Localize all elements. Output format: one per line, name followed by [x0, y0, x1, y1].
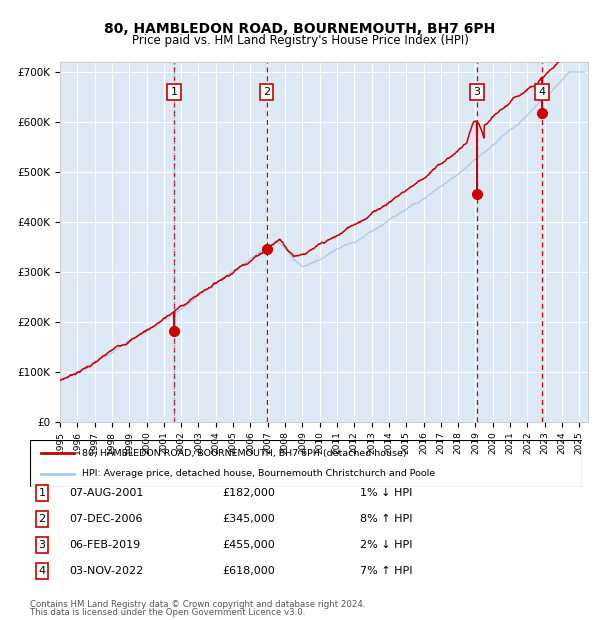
Text: £182,000: £182,000	[222, 488, 275, 498]
Text: HPI: Average price, detached house, Bournemouth Christchurch and Poole: HPI: Average price, detached house, Bour…	[82, 469, 436, 478]
Text: 8% ↑ HPI: 8% ↑ HPI	[360, 514, 413, 524]
Text: 1% ↓ HPI: 1% ↓ HPI	[360, 488, 412, 498]
Text: 4: 4	[38, 566, 46, 576]
Text: 3: 3	[38, 540, 46, 550]
Text: 80, HAMBLEDON ROAD, BOURNEMOUTH, BH7 6PH: 80, HAMBLEDON ROAD, BOURNEMOUTH, BH7 6PH	[104, 22, 496, 36]
Text: £345,000: £345,000	[222, 514, 275, 524]
Text: 80, HAMBLEDON ROAD, BOURNEMOUTH, BH7 6PH (detached house): 80, HAMBLEDON ROAD, BOURNEMOUTH, BH7 6PH…	[82, 449, 407, 458]
Text: £455,000: £455,000	[222, 540, 275, 550]
Text: 07-DEC-2006: 07-DEC-2006	[69, 514, 143, 524]
Text: This data is licensed under the Open Government Licence v3.0.: This data is licensed under the Open Gov…	[30, 608, 305, 617]
Text: 03-NOV-2022: 03-NOV-2022	[69, 566, 143, 576]
Text: 2: 2	[263, 87, 270, 97]
Text: 07-AUG-2001: 07-AUG-2001	[69, 488, 143, 498]
Text: Price paid vs. HM Land Registry's House Price Index (HPI): Price paid vs. HM Land Registry's House …	[131, 34, 469, 47]
Text: 1: 1	[38, 488, 46, 498]
Text: 4: 4	[538, 87, 545, 97]
Text: 2% ↓ HPI: 2% ↓ HPI	[360, 540, 413, 550]
Text: 06-FEB-2019: 06-FEB-2019	[69, 540, 140, 550]
Text: £618,000: £618,000	[222, 566, 275, 576]
Text: 1: 1	[170, 87, 178, 97]
Text: Contains HM Land Registry data © Crown copyright and database right 2024.: Contains HM Land Registry data © Crown c…	[30, 600, 365, 609]
Text: 3: 3	[473, 87, 481, 97]
Text: 2: 2	[38, 514, 46, 524]
Text: 7% ↑ HPI: 7% ↑ HPI	[360, 566, 413, 576]
